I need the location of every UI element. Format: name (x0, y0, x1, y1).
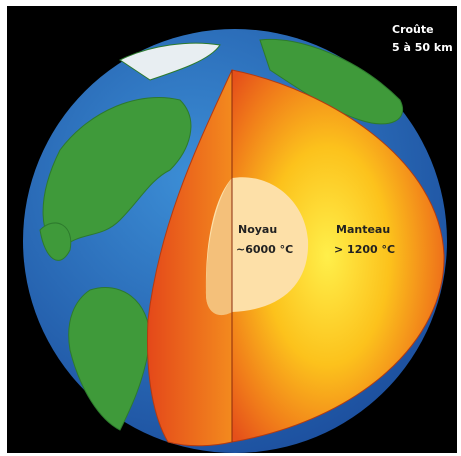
mantle (231, 69, 445, 443)
continents (39, 38, 403, 431)
core-temperature: ~6000 °C (236, 243, 293, 256)
mantle-temperature: > 1200 °C (334, 243, 395, 256)
crust-label: Croûte (392, 23, 434, 36)
mantle-label: Manteau (336, 223, 390, 236)
core-label: Noyau (238, 223, 277, 236)
mantle-cut-face (147, 69, 233, 447)
crust-depth: 5 à 50 km (392, 41, 453, 54)
core-cut-face (205, 178, 232, 316)
